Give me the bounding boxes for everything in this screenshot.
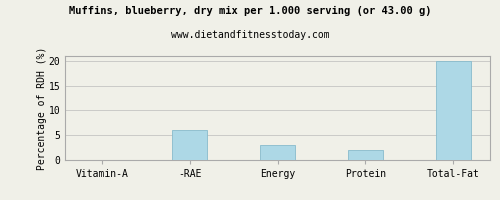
Text: www.dietandfitnesstoday.com: www.dietandfitnesstoday.com [170, 30, 330, 40]
Bar [348, 150, 383, 160]
Bar [436, 61, 470, 160]
Y-axis label: Percentage of RDH (%): Percentage of RDH (%) [37, 46, 47, 170]
Text: Muffins, blueberry, dry mix per 1.000 serving (or 43.00 g): Muffins, blueberry, dry mix per 1.000 se… [69, 6, 431, 16]
Bar [260, 145, 295, 160]
Bar [172, 130, 208, 160]
